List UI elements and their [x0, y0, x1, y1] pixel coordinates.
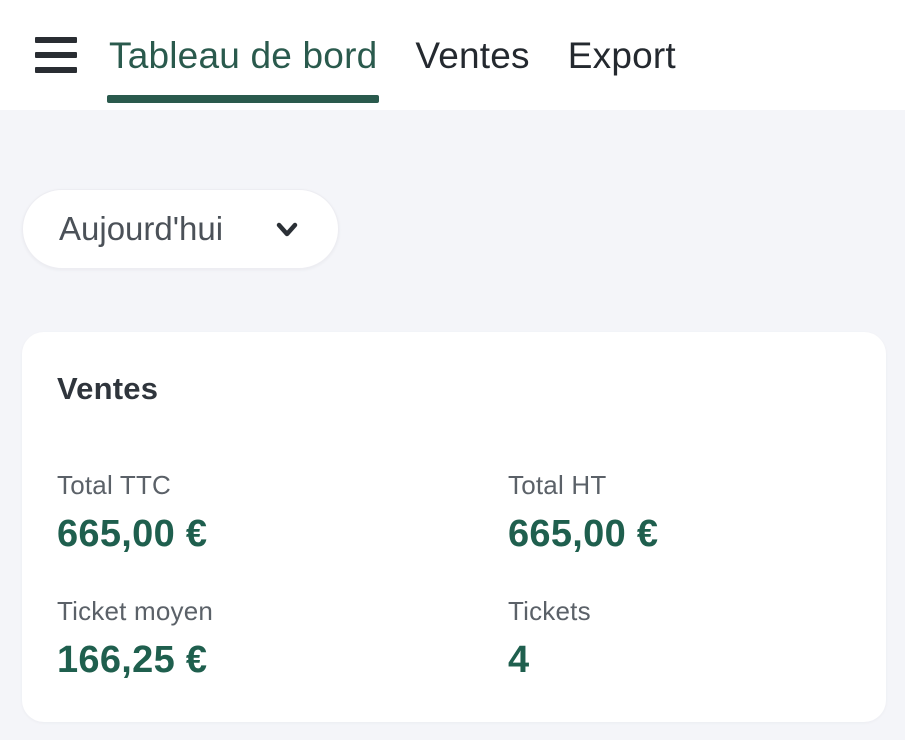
stat-value: 665,00 € [57, 513, 208, 555]
top-tab-bar: Tableau de bord Ventes Export [0, 0, 905, 110]
sales-stats-grid: Total TTC 665,00 € Total HT 665,00 € Tic… [57, 470, 851, 682]
hamburger-bar [35, 37, 77, 43]
stat-value: 4 [508, 639, 530, 681]
stat-value: 166,25 € [57, 639, 208, 681]
stat-total-ht: Total HT 665,00 € [508, 470, 851, 556]
tab-ventes[interactable]: Ventes [415, 35, 530, 76]
tab-tableau-de-bord[interactable]: Tableau de bord [106, 0, 380, 110]
period-selector-dropdown[interactable]: Aujourd'hui [22, 189, 339, 269]
stat-ticket-moyen: Ticket moyen 166,25 € [57, 596, 508, 682]
hamburger-menu-icon[interactable] [35, 32, 77, 78]
sales-summary-card: Ventes Total TTC 665,00 € Total HT 665,0… [22, 332, 886, 722]
chevron-down-icon [272, 214, 302, 244]
stat-total-ttc: Total TTC 665,00 € [57, 470, 508, 556]
stat-value: 665,00 € [508, 513, 659, 555]
tab-export[interactable]: Export [567, 35, 676, 76]
stat-tickets: Tickets 4 [508, 596, 851, 682]
stat-label: Total HT [508, 470, 607, 500]
stat-label: Tickets [508, 596, 591, 626]
hamburger-bar [35, 67, 77, 73]
hamburger-bar [35, 52, 77, 58]
stat-label: Total TTC [57, 470, 172, 500]
tabs: Tableau de bord Ventes Export [106, 0, 676, 110]
stat-label: Ticket moyen [57, 596, 214, 626]
sales-card-title: Ventes [57, 371, 159, 406]
period-selector-value: Aujourd'hui [59, 210, 224, 247]
